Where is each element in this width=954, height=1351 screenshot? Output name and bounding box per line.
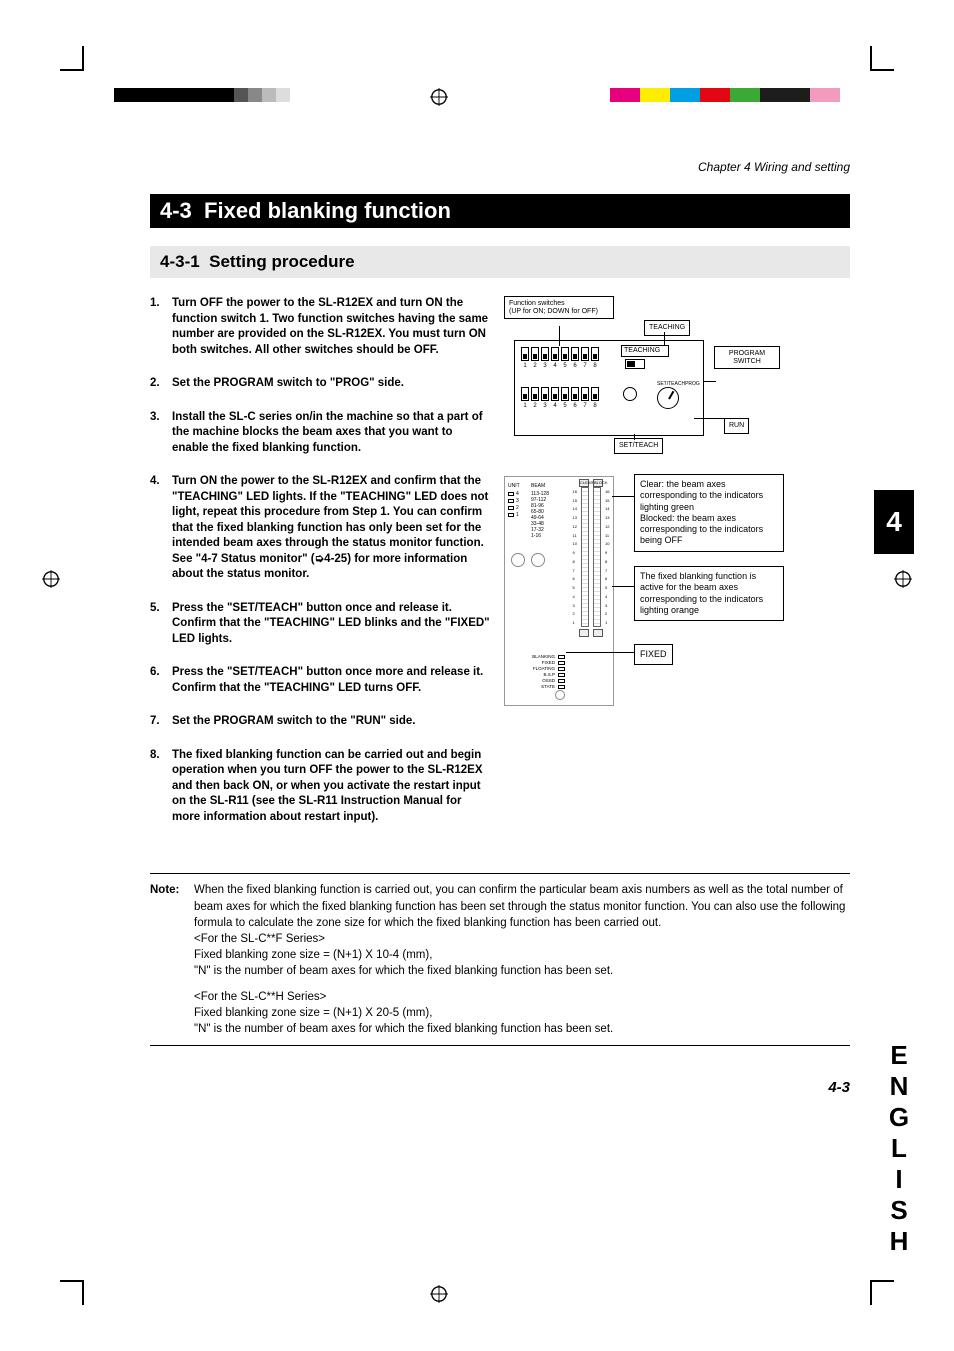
set-teach-button-icon [623,387,637,401]
registration-mark-icon [430,88,448,106]
note-block: Note: When the fixed blanking function i… [150,873,850,1046]
diagram-area: Function switches (UP for ON; DOWN for O… [504,296,850,716]
crop-mark [60,69,84,71]
crop-mark [870,69,894,71]
run-label: RUN [724,418,749,434]
step-item: Set the PROGRAM switch to the "RUN" side… [150,714,490,730]
registration-mark-icon [42,570,60,588]
step-item: Turn OFF the power to the SL-R12EX and t… [150,296,490,358]
callout-fixed: FIXED [634,644,673,665]
color-bar-black [114,88,290,102]
crop-mark [82,46,84,70]
crop-mark [60,1280,84,1282]
crop-mark [870,1281,872,1305]
crop-mark [870,46,872,70]
step-item: Turn ON the power to the SL-R12EX and co… [150,474,490,583]
registration-mark-icon [430,1285,448,1303]
step-item: Set the PROGRAM switch to "PROG" side. [150,376,490,392]
chapter-tab: 4 [874,490,914,554]
crop-mark [870,1280,894,1282]
program-switch-label: PROGRAM SWITCH [714,346,780,369]
language-label: ENGLISH [883,1040,914,1257]
page-number: 4-3 [828,1079,850,1096]
chapter-header: Chapter 4 Wiring and setting [150,160,850,174]
program-dial-icon [657,387,679,409]
color-bar [610,88,840,102]
section-title: 4-3 Fixed blanking function [150,194,850,228]
crop-mark [82,1281,84,1305]
step-item: Press the "SET/TEACH" button once more a… [150,665,490,696]
step-item: The fixed blanking function can be carri… [150,748,490,826]
device-panel: UNIT 4321 BEAM 113-12897-11281-9665-8049… [504,476,614,706]
function-switch-label: Function switches (UP for ON; DOWN for O… [504,296,614,319]
callout-clear-blocked: Clear: the beam axes corresponding to th… [634,474,784,552]
set-teach-label: SET/TEACH [614,438,663,454]
registration-mark-icon [894,570,912,588]
steps-list: Turn OFF the power to the SL-R12EX and t… [150,296,490,825]
subsection-title: 4-3-1 Setting procedure [150,246,850,278]
step-item: Press the "SET/TEACH" button once and re… [150,601,490,648]
step-item: Install the SL-C series on/in the machin… [150,410,490,457]
teaching-label: TEACHING [644,320,690,336]
callout-active: The fixed blanking function is active fo… [634,566,784,621]
teaching-led-label: TEACHING [621,345,669,357]
